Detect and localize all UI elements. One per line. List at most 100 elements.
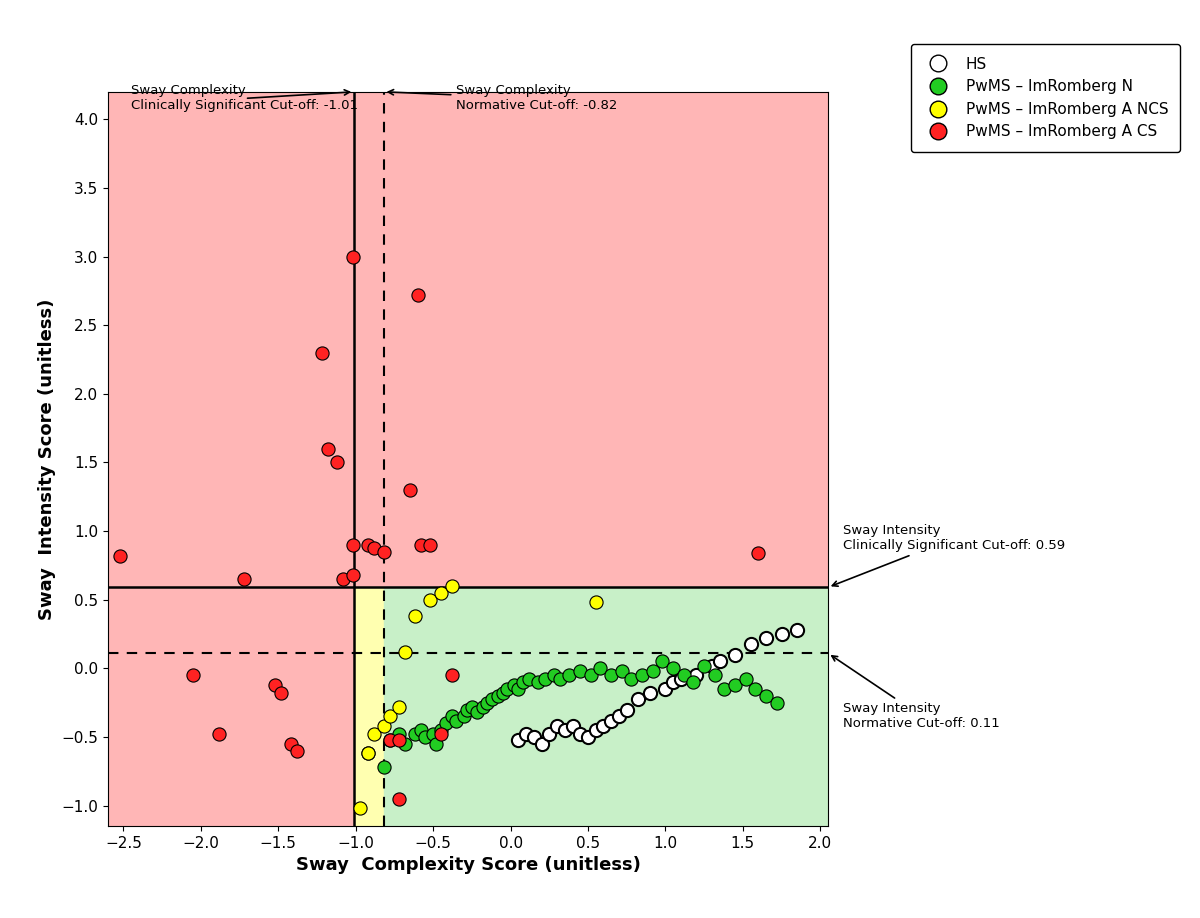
HS	[686, 668, 706, 683]
HS	[571, 727, 590, 742]
HS	[726, 647, 745, 662]
PwMS – ImRomberg A NCS	[390, 700, 409, 714]
PwMS – ImRomberg A CS	[408, 287, 427, 302]
PwMS – ImRomberg A CS	[272, 686, 292, 700]
PwMS – ImRomberg A CS	[334, 572, 353, 587]
HS	[628, 691, 647, 706]
PwMS – ImRomberg N	[664, 661, 683, 676]
PwMS – ImRomberg N	[427, 736, 446, 751]
PwMS – ImRomberg N	[560, 668, 580, 683]
PwMS – ImRomberg N	[590, 661, 610, 676]
PwMS – ImRomberg A CS	[312, 345, 331, 360]
PwMS – ImRomberg N	[374, 760, 394, 775]
PwMS – ImRomberg A CS	[380, 733, 400, 747]
PwMS – ImRomberg N	[380, 733, 400, 747]
PwMS – ImRomberg N	[488, 688, 508, 703]
PwMS – ImRomberg A CS	[365, 540, 384, 554]
PwMS – ImRomberg A NCS	[374, 719, 394, 733]
PwMS – ImRomberg N	[715, 681, 734, 696]
PwMS – ImRomberg A CS	[390, 791, 409, 806]
PwMS – ImRomberg N	[412, 722, 431, 737]
HS	[710, 655, 730, 669]
HS	[509, 733, 528, 747]
PwMS – ImRomberg A CS	[184, 668, 203, 683]
Y-axis label: Sway  Intensity Score (unitless): Sway Intensity Score (unitless)	[38, 298, 56, 620]
PwMS – ImRomberg N	[726, 677, 745, 692]
PwMS – ImRomberg N	[601, 668, 620, 683]
PwMS – ImRomberg N	[436, 716, 455, 731]
PwMS – ImRomberg A CS	[749, 545, 768, 560]
PwMS – ImRomberg N	[612, 664, 631, 678]
HS	[563, 719, 582, 733]
PwMS – ImRomberg A CS	[343, 537, 362, 552]
PwMS – ImRomberg A CS	[431, 727, 450, 742]
PwMS – ImRomberg N	[478, 695, 497, 710]
PwMS – ImRomberg A NCS	[365, 727, 384, 742]
HS	[586, 722, 605, 737]
PwMS – ImRomberg N	[390, 727, 409, 742]
Text: Sway Complexity
Normative Cut-off: -0.82: Sway Complexity Normative Cut-off: -0.82	[389, 84, 618, 112]
HS	[740, 636, 760, 651]
PwMS – ImRomberg N	[622, 672, 641, 687]
HS	[547, 719, 566, 733]
PwMS – ImRomberg N	[582, 668, 601, 683]
HS	[610, 709, 629, 723]
PwMS – ImRomberg A CS	[110, 548, 130, 563]
HS	[756, 631, 775, 645]
HS	[656, 681, 676, 696]
HS	[787, 622, 806, 637]
PwMS – ImRomberg A CS	[265, 677, 284, 692]
HS	[617, 702, 636, 717]
PwMS – ImRomberg A NCS	[420, 592, 439, 607]
PwMS – ImRomberg N	[737, 672, 756, 687]
PwMS – ImRomberg A CS	[420, 537, 439, 552]
PwMS – ImRomberg N	[529, 675, 548, 689]
PwMS – ImRomberg N	[643, 664, 662, 678]
PwMS – ImRomberg N	[706, 668, 725, 683]
PwMS – ImRomberg N	[396, 736, 415, 751]
PwMS – ImRomberg N	[551, 672, 570, 687]
HS	[594, 719, 613, 733]
PwMS – ImRomberg A CS	[412, 537, 431, 552]
PwMS – ImRomberg A NCS	[359, 746, 378, 761]
PwMS – ImRomberg A CS	[442, 668, 461, 683]
HS	[641, 686, 660, 700]
PwMS – ImRomberg N	[416, 730, 436, 744]
HS	[556, 722, 575, 737]
PwMS – ImRomberg A CS	[328, 455, 347, 470]
PwMS – ImRomberg N	[756, 688, 775, 703]
PwMS – ImRomberg A NCS	[442, 578, 461, 593]
HS	[578, 730, 598, 744]
PwMS – ImRomberg N	[514, 675, 533, 689]
PwMS – ImRomberg N	[457, 702, 476, 717]
PwMS – ImRomberg N	[571, 664, 590, 678]
PwMS – ImRomberg N	[545, 668, 564, 683]
Text: Sway Intensity
Normative Cut-off: 0.11: Sway Intensity Normative Cut-off: 0.11	[832, 655, 1001, 731]
Text: Sway Complexity
Clinically Significant Cut-off: -1.01: Sway Complexity Clinically Significant C…	[131, 84, 359, 112]
PwMS – ImRomberg N	[535, 672, 554, 687]
PwMS – ImRomberg N	[359, 746, 378, 761]
PwMS – ImRomberg N	[446, 713, 466, 728]
PwMS – ImRomberg A NCS	[586, 595, 605, 610]
PwMS – ImRomberg A CS	[390, 733, 409, 747]
PwMS – ImRomberg A CS	[374, 544, 394, 559]
PwMS – ImRomberg N	[431, 722, 450, 737]
PwMS – ImRomberg N	[674, 668, 694, 683]
HS	[532, 736, 551, 751]
PwMS – ImRomberg A CS	[287, 744, 306, 758]
HS	[664, 675, 683, 689]
HS	[516, 727, 535, 742]
PwMS – ImRomberg N	[767, 695, 786, 710]
PwMS – ImRomberg A CS	[343, 567, 362, 582]
HS	[540, 727, 559, 742]
PwMS – ImRomberg N	[520, 672, 539, 687]
PwMS – ImRomberg N	[493, 686, 512, 700]
HS	[601, 713, 620, 728]
HS	[772, 627, 791, 642]
PwMS – ImRomberg A CS	[318, 442, 337, 456]
PwMS – ImRomberg N	[509, 681, 528, 696]
HS	[524, 730, 544, 744]
Legend: HS, PwMS – ImRomberg N, PwMS – ImRomberg A NCS, PwMS – ImRomberg A CS: HS, PwMS – ImRomberg N, PwMS – ImRomberg…	[911, 44, 1181, 151]
PwMS – ImRomberg A NCS	[350, 801, 370, 816]
PwMS – ImRomberg N	[632, 668, 652, 683]
